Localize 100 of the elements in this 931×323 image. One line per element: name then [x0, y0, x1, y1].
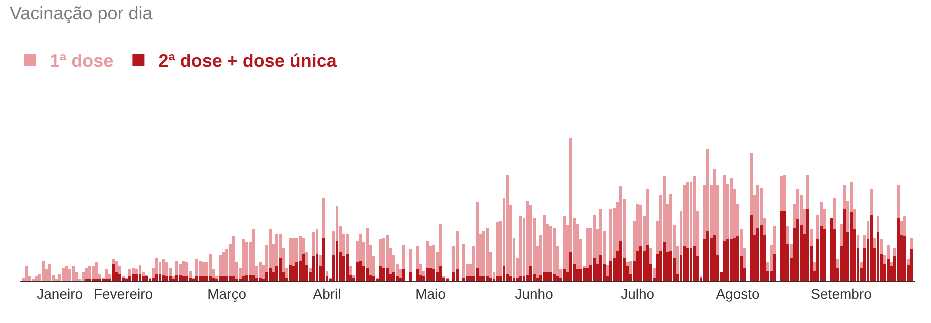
- bar: [562, 270, 566, 281]
- bar: [82, 272, 85, 281]
- bar: [880, 240, 884, 254]
- bar: [636, 250, 640, 281]
- bar: [482, 230, 486, 277]
- bar: [299, 236, 302, 261]
- bar: [469, 276, 472, 281]
- bar: [85, 268, 88, 280]
- bar: [349, 266, 352, 276]
- bar: [135, 274, 138, 281]
- bar: [556, 276, 560, 281]
- bar: [72, 266, 75, 281]
- bar: [322, 238, 326, 281]
- bar: [896, 218, 900, 281]
- bar: [226, 276, 229, 281]
- bar: [580, 270, 583, 281]
- bar: [155, 274, 158, 281]
- bar: [610, 260, 613, 281]
- bar: [186, 276, 188, 281]
- bar: [496, 222, 500, 277]
- bar: [35, 276, 38, 281]
- bar: [379, 266, 382, 281]
- bar: [206, 276, 208, 281]
- bar: [519, 216, 522, 277]
- bar: [292, 238, 296, 267]
- bar: [168, 276, 172, 281]
- bar: [248, 275, 252, 281]
- bar: [830, 218, 833, 281]
- bar: [536, 278, 540, 281]
- bar: [462, 278, 466, 281]
- bar: [904, 236, 906, 281]
- bar: [646, 245, 650, 281]
- bar: [756, 228, 760, 281]
- bar: [289, 238, 292, 266]
- bar: [860, 262, 864, 268]
- bar: [526, 200, 530, 276]
- x-tick-label: Agosto: [716, 286, 760, 302]
- bar: [279, 258, 282, 281]
- bar: [706, 230, 710, 281]
- bar: [870, 189, 874, 216]
- bar: [165, 262, 168, 277]
- bar: [656, 254, 660, 281]
- bar: [562, 216, 566, 270]
- bar: [496, 276, 500, 281]
- bar: [372, 276, 376, 281]
- bar: [486, 228, 490, 277]
- bar: [25, 266, 28, 281]
- bar: [218, 255, 222, 277]
- bar: [900, 220, 904, 236]
- bar: [546, 272, 550, 281]
- bar: [870, 215, 874, 281]
- bar: [178, 264, 182, 276]
- bar: [208, 276, 212, 281]
- bar: [840, 224, 843, 247]
- bar: [175, 275, 178, 281]
- bar: [736, 236, 740, 281]
- bar: [550, 272, 552, 281]
- bar: [813, 262, 816, 271]
- bar: [582, 268, 586, 281]
- bar: [289, 265, 292, 281]
- bar: [92, 266, 95, 280]
- bar: [890, 262, 894, 267]
- bar: [456, 270, 459, 281]
- bar: [188, 278, 192, 281]
- bar: [489, 278, 492, 281]
- bar: [910, 238, 914, 250]
- bar: [356, 262, 359, 281]
- bar: [42, 260, 45, 281]
- bar: [198, 276, 202, 281]
- bar: [142, 276, 146, 281]
- bar: [186, 262, 188, 277]
- bar: [910, 250, 914, 281]
- bar: [670, 250, 673, 281]
- bar: [893, 248, 896, 257]
- bar: [218, 276, 222, 281]
- bar: [132, 268, 136, 274]
- bar: [162, 275, 166, 281]
- bar: [836, 260, 840, 268]
- bar: [760, 225, 763, 281]
- bar: [112, 264, 115, 281]
- bar: [62, 268, 65, 281]
- bar: [246, 242, 249, 276]
- bar: [319, 255, 322, 267]
- bar: [452, 272, 456, 281]
- bar: [128, 276, 132, 281]
- bar: [713, 235, 716, 281]
- bar: [806, 175, 810, 210]
- bar: [88, 266, 92, 280]
- bar: [202, 276, 206, 281]
- bar: [198, 260, 202, 277]
- bar: [105, 270, 108, 280]
- bar: [896, 185, 900, 218]
- bar: [208, 254, 212, 277]
- bar: [723, 175, 726, 241]
- bar: [269, 230, 272, 268]
- bar: [730, 240, 733, 281]
- bar: [108, 274, 112, 280]
- bar: [780, 210, 783, 281]
- bar: [733, 238, 736, 281]
- x-tick-label: Abril: [313, 286, 342, 302]
